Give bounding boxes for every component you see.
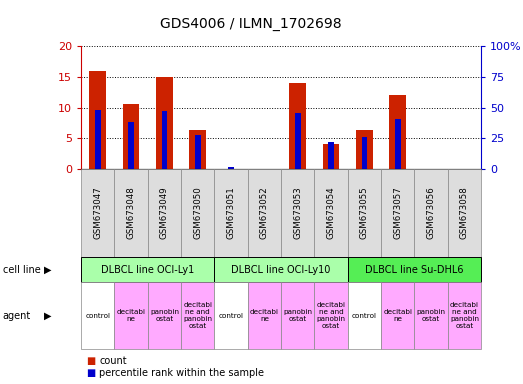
Bar (390, 95, 406, 169)
Bar (162, 111, 167, 169)
Text: decitabi
ne: decitabi ne (383, 310, 412, 322)
Text: ▶: ▶ (44, 265, 52, 275)
Text: panobin
ostat: panobin ostat (283, 310, 312, 322)
Text: GSM673047: GSM673047 (93, 187, 102, 240)
Bar (356, 130, 373, 169)
Text: GSM673053: GSM673053 (293, 187, 302, 240)
Text: ▶: ▶ (44, 311, 52, 321)
Text: cell line: cell line (3, 265, 40, 275)
Text: ■: ■ (86, 368, 96, 378)
Text: GDS4006 / ILMN_1702698: GDS4006 / ILMN_1702698 (160, 17, 342, 31)
Bar (189, 130, 206, 169)
Text: panobin
ostat: panobin ostat (417, 310, 446, 322)
Bar (128, 122, 134, 169)
Text: control: control (85, 313, 110, 319)
Text: GSM673057: GSM673057 (393, 187, 402, 240)
Text: decitabi
ne and
panobin
ostat: decitabi ne and panobin ostat (316, 302, 346, 329)
Bar (156, 77, 173, 169)
Text: agent: agent (3, 311, 31, 321)
Text: GSM673049: GSM673049 (160, 187, 169, 240)
Bar (123, 104, 140, 169)
Bar (289, 83, 306, 169)
Bar (323, 144, 339, 169)
Text: GSM673051: GSM673051 (226, 187, 235, 240)
Text: GSM673055: GSM673055 (360, 187, 369, 240)
Text: panobin
ostat: panobin ostat (150, 310, 179, 322)
Text: GSM673054: GSM673054 (327, 187, 336, 240)
Bar (295, 113, 301, 169)
Bar (395, 119, 401, 169)
Text: decitabi
ne: decitabi ne (250, 310, 279, 322)
Text: DLBCL line Su-DHL6: DLBCL line Su-DHL6 (365, 265, 464, 275)
Text: percentile rank within the sample: percentile rank within the sample (99, 368, 264, 378)
Bar (228, 167, 234, 169)
Text: count: count (99, 356, 127, 366)
Text: GSM673056: GSM673056 (427, 187, 436, 240)
Text: GSM673048: GSM673048 (127, 187, 135, 240)
Text: GSM673050: GSM673050 (194, 187, 202, 240)
Text: DLBCL line OCI-Ly10: DLBCL line OCI-Ly10 (231, 265, 331, 275)
Bar (328, 142, 334, 169)
Text: GSM673052: GSM673052 (260, 187, 269, 240)
Text: ■: ■ (86, 356, 96, 366)
Bar (361, 137, 367, 169)
Text: GSM673058: GSM673058 (460, 187, 469, 240)
Bar (95, 110, 100, 169)
Text: control: control (352, 313, 377, 319)
Bar (195, 134, 201, 169)
Text: decitabi
ne: decitabi ne (117, 310, 145, 322)
Text: DLBCL line OCI-Ly1: DLBCL line OCI-Ly1 (101, 265, 195, 275)
Text: decitabi
ne and
panobin
ostat: decitabi ne and panobin ostat (183, 302, 212, 329)
Text: decitabi
ne and
panobin
ostat: decitabi ne and panobin ostat (450, 302, 479, 329)
Bar (89, 71, 106, 169)
Text: control: control (219, 313, 244, 319)
